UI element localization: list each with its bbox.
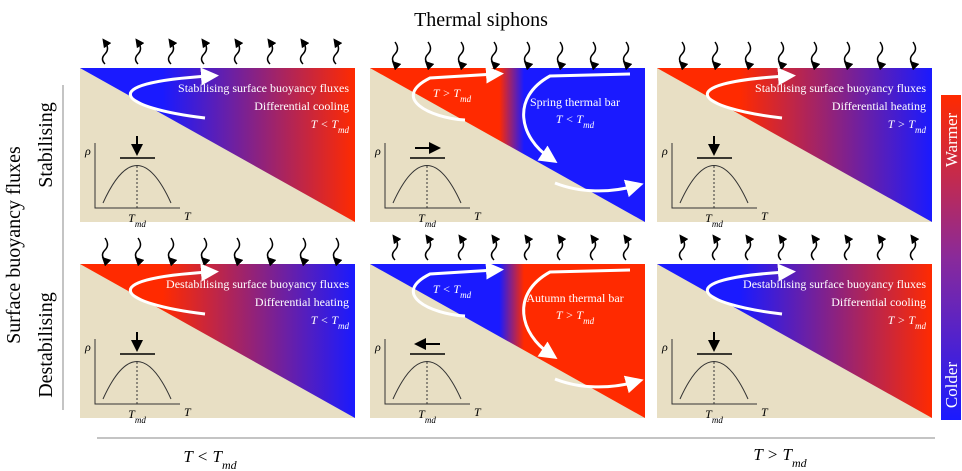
flux-arrow bbox=[911, 42, 916, 64]
flux-arrow bbox=[334, 238, 339, 260]
flux-arrow bbox=[812, 42, 817, 64]
panel-label: Differential heating bbox=[255, 295, 349, 309]
flux-arrow bbox=[426, 42, 431, 64]
flux-arrow bbox=[136, 42, 141, 64]
panel: Destabilising surface buoyancy fluxes Dif… bbox=[80, 238, 355, 425]
panel-label: Differential heating bbox=[832, 99, 926, 113]
flux-arrow bbox=[169, 238, 174, 260]
flux-arrow bbox=[680, 238, 685, 260]
flux-arrow bbox=[812, 238, 817, 260]
panel: Spring thermal barT < TmdT > TmdρTTmd bbox=[370, 42, 645, 229]
inset-y-label: ρ bbox=[84, 144, 91, 158]
flux-arrow bbox=[713, 238, 718, 260]
flux-arrow bbox=[202, 42, 207, 64]
inset-y-label: ρ bbox=[661, 144, 668, 158]
flux-arrow bbox=[746, 42, 751, 64]
panel-label: Differential cooling bbox=[831, 295, 926, 309]
inset-y-label: ρ bbox=[84, 340, 91, 354]
diagram: Thermal siphons Surface buoyancy fluxes … bbox=[0, 0, 962, 471]
colorbar-label: Warmer bbox=[942, 113, 961, 168]
flux-arrow bbox=[591, 238, 596, 260]
flux-arrow bbox=[624, 42, 629, 64]
panel-label: Stabilising surface buoyancy fluxes bbox=[755, 81, 926, 95]
panel: Destabilising surface buoyancy fluxes Dif… bbox=[657, 238, 932, 425]
inset-y-label: ρ bbox=[661, 340, 668, 354]
inset-y-label: ρ bbox=[374, 144, 381, 158]
flux-arrow bbox=[235, 238, 240, 260]
flux-arrow bbox=[301, 42, 306, 64]
flux-arrow bbox=[268, 42, 273, 64]
flux-arrow bbox=[393, 238, 398, 260]
x-axis-label: T > Tmd bbox=[753, 445, 807, 470]
panel-label: Spring thermal bar bbox=[530, 95, 620, 109]
flux-arrow bbox=[680, 42, 685, 64]
y-axis-label: Surface buoyancy fluxes bbox=[3, 146, 25, 344]
flux-arrow bbox=[779, 238, 784, 260]
flux-arrow bbox=[779, 42, 784, 64]
flux-arrow bbox=[525, 238, 530, 260]
flux-arrow bbox=[746, 238, 751, 260]
flux-arrow bbox=[911, 238, 916, 260]
flux-arrow bbox=[459, 42, 464, 64]
x-axis-label: T < Tmd bbox=[183, 447, 237, 471]
flux-arrow bbox=[393, 42, 398, 64]
row-label: Stabilising bbox=[35, 102, 57, 188]
flux-arrow bbox=[169, 42, 174, 64]
colorbar-label: Colder bbox=[942, 362, 961, 409]
inset-y-label: ρ bbox=[374, 340, 381, 354]
flux-arrow bbox=[103, 238, 108, 260]
flux-arrow bbox=[492, 238, 497, 260]
flux-arrow bbox=[558, 42, 563, 64]
panel: Stabilising surface buoyancy fluxes Diffe… bbox=[80, 42, 355, 229]
title: Thermal siphons bbox=[414, 9, 548, 31]
flux-arrow bbox=[845, 42, 850, 64]
flux-arrow bbox=[334, 42, 339, 64]
flux-arrow bbox=[136, 238, 141, 260]
flux-arrow bbox=[459, 238, 464, 260]
flux-arrow bbox=[558, 238, 563, 260]
flux-arrow bbox=[878, 42, 883, 64]
flux-arrow bbox=[268, 238, 273, 260]
flux-arrow bbox=[591, 42, 596, 64]
panel: Stabilising surface buoyancy fluxes Diffe… bbox=[657, 42, 932, 229]
panel-label: Stabilising surface buoyancy fluxes bbox=[178, 81, 349, 95]
flux-arrow bbox=[878, 238, 883, 260]
flux-arrow bbox=[426, 238, 431, 260]
panel-label: Differential cooling bbox=[254, 99, 349, 113]
panel-label: Destabilising surface buoyancy fluxes bbox=[166, 277, 349, 291]
flux-arrow bbox=[713, 42, 718, 64]
flux-arrow bbox=[235, 42, 240, 64]
flux-arrow bbox=[492, 42, 497, 64]
flux-arrow bbox=[525, 42, 530, 64]
flux-arrow bbox=[202, 238, 207, 260]
panel-label: Autumn thermal bar bbox=[526, 291, 623, 305]
row-label: Destabilising bbox=[35, 292, 57, 398]
flux-arrow bbox=[301, 238, 306, 260]
panel-label: Destabilising surface buoyancy fluxes bbox=[743, 277, 926, 291]
flux-arrow bbox=[845, 238, 850, 260]
flux-arrow bbox=[624, 238, 629, 260]
flux-arrow bbox=[103, 42, 108, 64]
